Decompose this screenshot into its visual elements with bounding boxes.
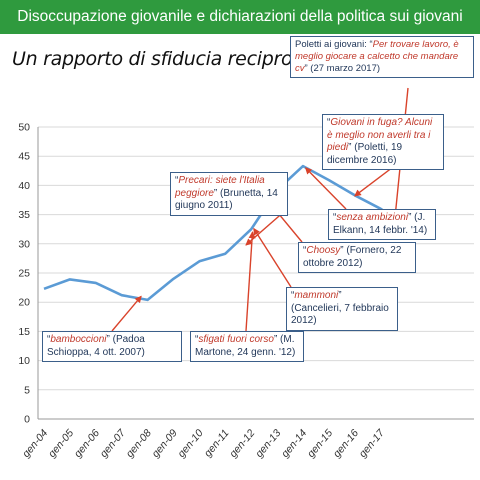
annotation-giovani-in-fuga: “Giovani in fuga? Alcuni è meglio non av… (322, 114, 444, 170)
annotation-senza-ambizioni: “senza ambizioni” (J. Elkann, 14 febbr. … (328, 209, 436, 240)
annotation-precari: “Precari: siete l'Italia peggiore” (Brun… (170, 172, 288, 216)
x-tick-label: gen-12 (227, 427, 257, 460)
x-tick-label: gen-06 (72, 427, 102, 460)
series-line (43, 164, 397, 302)
chart-subtitle: Un rapporto di sfiducia reciproca... (12, 48, 332, 70)
arrow-mammoni (253, 227, 292, 288)
y-tick-label: 50 (18, 122, 30, 134)
x-tick-label: gen-10 (175, 427, 205, 460)
annotation-choosy: “Choosy” (Fornero, 22 ottobre 2012) (298, 242, 416, 273)
x-tick-label: gen-08 (124, 427, 154, 460)
x-tick-label: gen-16 (331, 427, 361, 460)
y-tick-label: 30 (18, 238, 30, 250)
arrow-sfigati (245, 231, 256, 332)
y-tick-label: 5 (24, 384, 30, 396)
y-tick-label: 15 (18, 326, 30, 338)
arrow-senza-ambizioni (304, 167, 347, 210)
y-tick-label: 10 (18, 355, 30, 367)
y-tick-label: 25 (18, 268, 30, 280)
x-tick-label: gen-13 (253, 427, 283, 460)
x-tick-label: gen-04 (20, 427, 50, 460)
y-tick-label: 40 (18, 180, 30, 192)
header-banner: Disoccupazione giovanile e dichiarazioni… (0, 0, 480, 34)
annotation-poletti-calcetto: Poletti ai giovani: “Per trovare lavoro,… (290, 36, 474, 78)
x-tick-label: gen-05 (46, 427, 76, 460)
y-tick-label: 45 (18, 151, 30, 163)
x-tick-label: gen-09 (150, 427, 180, 460)
y-tick-label: 20 (18, 297, 30, 309)
y-tick-label: 35 (18, 209, 30, 221)
annotation-sfigati: “sfigati fuori corso” (M. Martone, 24 ge… (190, 331, 304, 362)
annotation-mammoni: “mammoni” (Cancelieri, 7 febbraio 2012) (286, 287, 398, 331)
y-tick-label: 0 (24, 414, 30, 426)
arrow-precari (245, 209, 287, 246)
annotation-bamboccioni: “bamboccioni” (Padoa Schioppa, 4 ott. 20… (42, 331, 182, 362)
x-tick-label: gen-15 (305, 427, 335, 460)
x-tick-label: gen-11 (202, 427, 232, 459)
arrow-bamboccioni (111, 295, 142, 332)
x-tick-label: gen-14 (279, 427, 309, 460)
x-tick-label: gen-17 (357, 426, 388, 460)
x-tick-label: gen-07 (98, 426, 129, 460)
